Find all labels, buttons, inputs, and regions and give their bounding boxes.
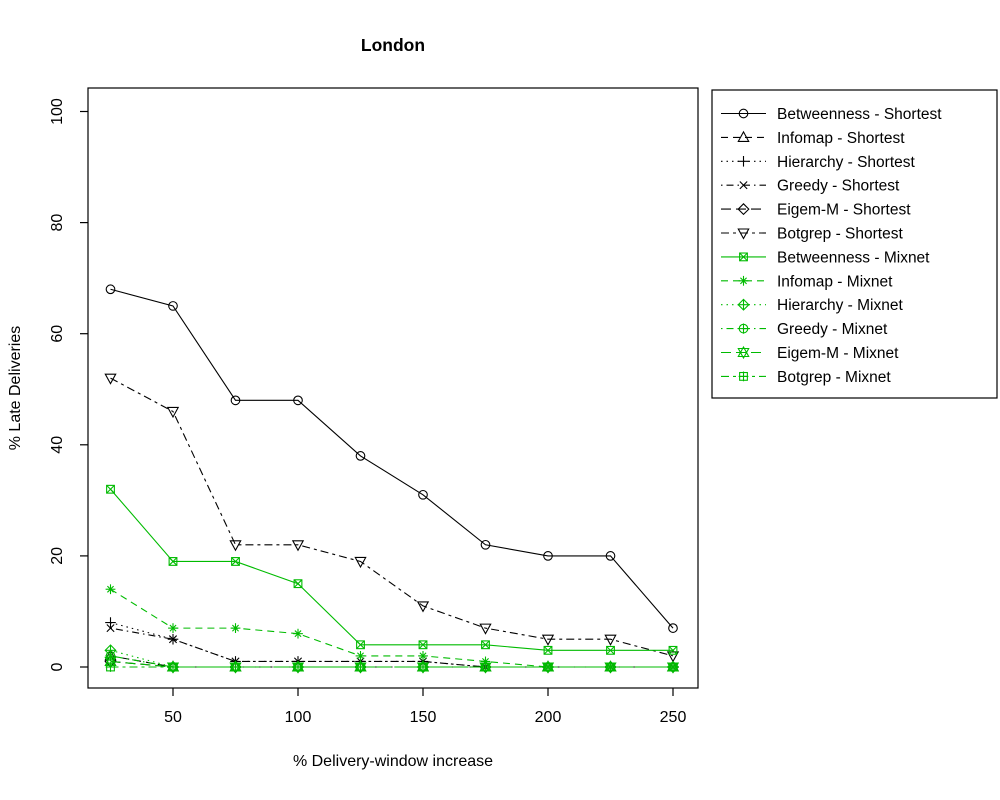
- series-hierarchy-mixnet: [104, 644, 680, 674]
- x-axis-tick-label: 50: [164, 709, 182, 726]
- legend-label: Betweenness - Shortest: [777, 106, 942, 123]
- legend-marker-x-cross-icon: [739, 181, 748, 190]
- legend-item: Eigem-M - Shortest: [721, 202, 911, 219]
- y-axis-tick-label: 100: [49, 98, 66, 125]
- y-axis-tick-label: 80: [49, 214, 66, 232]
- series-botgrep-shortest: [104, 373, 680, 663]
- legend-marker-diamond-icon: [737, 203, 750, 216]
- legend-item: Greedy - Shortest: [721, 178, 900, 195]
- legend-label: Betweenness - Mixnet: [777, 249, 930, 266]
- y-axis-tick-label: 60: [49, 325, 66, 343]
- legend-marker-star-of-david-icon: [737, 345, 750, 360]
- legend-label: Eigem-M - Mixnet: [777, 345, 899, 362]
- y-axis-tick-label: 0: [49, 662, 66, 671]
- legend-item: Infomap - Shortest: [721, 130, 905, 147]
- series-greedy-shortest: [106, 624, 678, 672]
- chart-title: London: [361, 35, 425, 55]
- x-axis-tick-label: 250: [660, 709, 687, 726]
- legend-label: Hierarchy - Shortest: [777, 154, 916, 171]
- legend-item: Botgrep - Mixnet: [721, 369, 891, 386]
- legend-item: Hierarchy - Shortest: [721, 154, 916, 171]
- y-axis-tick-label: 20: [49, 547, 66, 565]
- series-betweenness-mixnet: [106, 484, 678, 655]
- legend-item: Eigem-M - Mixnet: [721, 345, 899, 362]
- legend-box: [711, 89, 998, 399]
- x-axis-label: % Delivery-window increase: [293, 753, 493, 770]
- x-axis-tick-label: 100: [285, 709, 312, 726]
- series-infomap-mixnet: [105, 584, 678, 672]
- legend-item: Betweenness - Shortest: [721, 106, 942, 123]
- legend-label: Hierarchy - Mixnet: [777, 297, 903, 314]
- legend-label: Greedy - Shortest: [777, 178, 900, 195]
- legend-marker-square-x-icon: [739, 252, 748, 262]
- legend-marker-square-plus-icon: [738, 371, 749, 382]
- legend-item: Greedy - Mixnet: [721, 321, 888, 338]
- plot-box: [87, 87, 699, 689]
- x-axis-ticks: 50 100 150 200 250: [164, 688, 686, 726]
- legend-marker-circle-plus-icon: [738, 323, 749, 334]
- x-axis-tick-label: 150: [410, 709, 437, 726]
- series-infomap-shortest: [104, 649, 680, 672]
- legend-marker-triangle-down-icon: [737, 228, 750, 240]
- legend-label: Greedy - Mixnet: [777, 321, 888, 338]
- legend-marker-asterisk-icon: [738, 275, 749, 286]
- legend-marker-triangle-up-icon: [737, 130, 750, 142]
- legend: Betweenness - Shortest Infomap - Shortest…: [721, 106, 942, 386]
- legend-label: Eigem-M - Shortest: [777, 202, 911, 219]
- series-eigem-m-shortest: [104, 655, 680, 674]
- series-betweenness-shortest: [105, 284, 678, 633]
- legend-item: Infomap - Mixnet: [721, 273, 893, 290]
- legend-marker-diamond-plus-icon: [737, 298, 750, 311]
- legend-marker-circle-icon: [738, 108, 749, 119]
- legend-item: Hierarchy - Mixnet: [721, 297, 903, 314]
- legend-item: Botgrep - Shortest: [721, 226, 903, 243]
- series-botgrep-mixnet: [105, 662, 678, 672]
- x-axis-tick-label: 200: [535, 709, 562, 726]
- legend-label: Infomap - Mixnet: [777, 273, 893, 290]
- y-axis-label: % Late Deliveries: [7, 326, 24, 451]
- series-eigem-m-mixnet: [104, 654, 680, 674]
- y-axis-tick-label: 40: [49, 436, 66, 454]
- legend-label: Infomap - Shortest: [777, 130, 905, 147]
- legend-label: Botgrep - Shortest: [777, 226, 903, 243]
- data-series: [104, 284, 680, 674]
- legend-item: Betweenness - Mixnet: [721, 249, 930, 266]
- legend-label: Botgrep - Mixnet: [777, 369, 891, 386]
- legend-marker-plus-icon: [738, 156, 749, 167]
- y-axis-ticks: 0 20 40 60 80 100: [49, 98, 88, 671]
